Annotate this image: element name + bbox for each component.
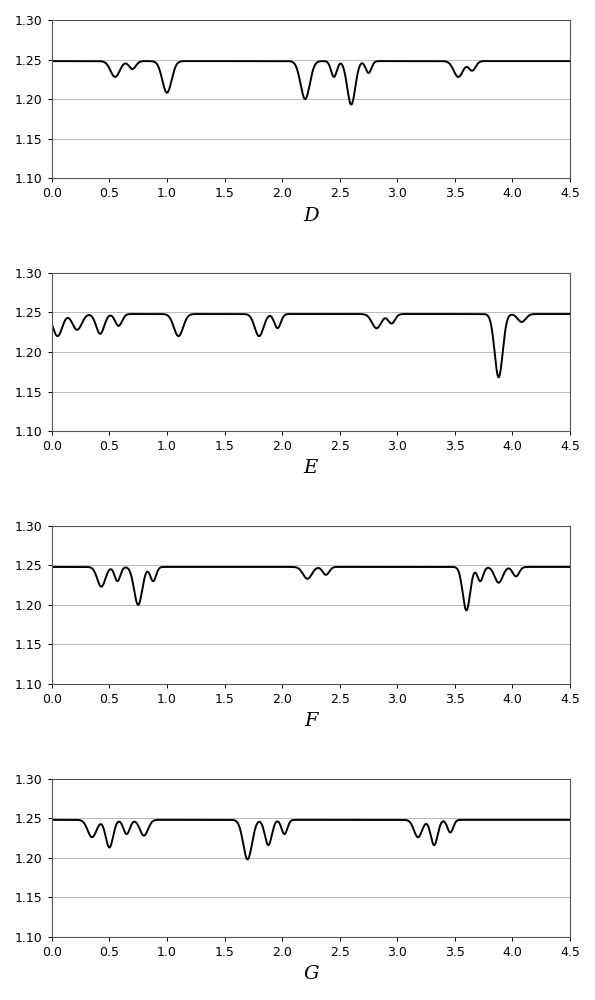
Text: E: E: [304, 459, 318, 477]
Text: G: G: [303, 965, 319, 983]
Text: F: F: [304, 712, 318, 730]
Text: D: D: [303, 207, 319, 225]
